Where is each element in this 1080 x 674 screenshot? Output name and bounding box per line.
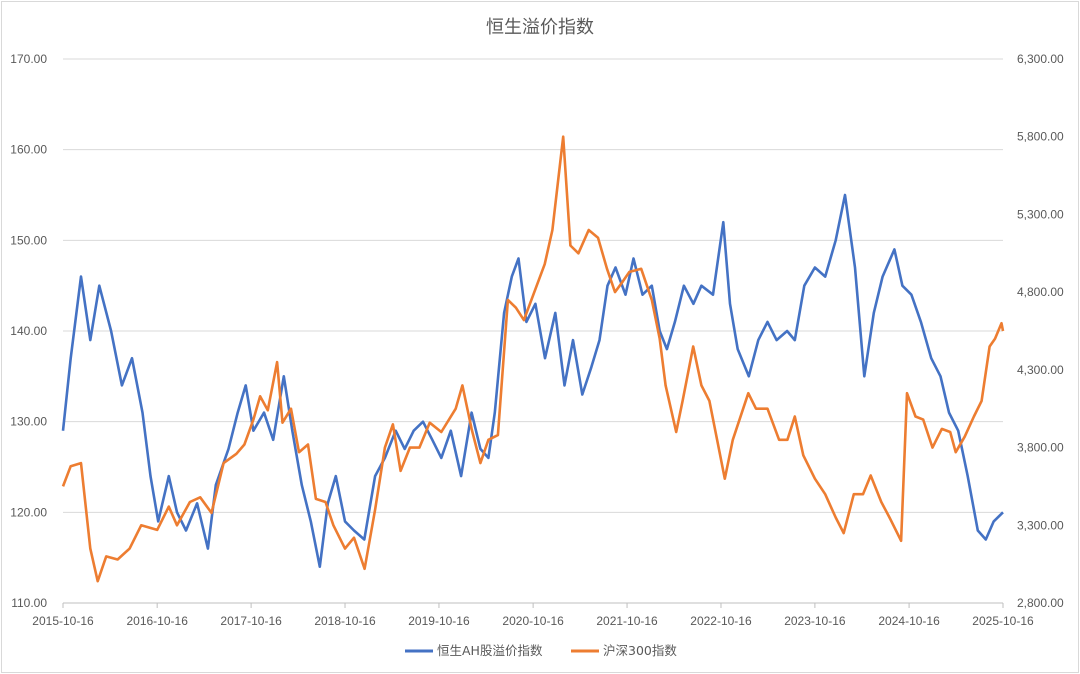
- y-right-tick-label: 4,300.00: [1017, 363, 1064, 377]
- x-tick-label: 2021-10-16: [596, 614, 658, 628]
- series-line-2: [61, 135, 1005, 583]
- x-tick-label: 2022-10-16: [690, 614, 752, 628]
- x-tick-label: 2023-10-16: [784, 614, 846, 628]
- y-right-tick-label: 3,800.00: [1017, 441, 1064, 455]
- series-line-1: [61, 193, 1004, 569]
- y-right-tick-label: 5,800.00: [1017, 130, 1064, 144]
- y-left-tick-label: 120.00: [10, 505, 47, 519]
- x-tick-label: 2020-10-16: [502, 614, 564, 628]
- y-left-tick-label: 150.00: [10, 233, 47, 247]
- y-left-tick-label: 130.00: [10, 415, 47, 429]
- y-right-tick-label: 2,800.00: [1017, 596, 1064, 610]
- x-tick-label: 2025-10-16: [972, 614, 1034, 628]
- y-right-tick-label: 3,300.00: [1017, 518, 1064, 532]
- x-tick-label: 2015-10-16: [32, 614, 94, 628]
- legend-label: 恒生AH股溢价指数: [437, 643, 543, 658]
- y-left-tick-label: 140.00: [10, 324, 47, 338]
- x-tick-label: 2019-10-16: [408, 614, 470, 628]
- x-tick-label: 2017-10-16: [220, 614, 282, 628]
- legend-label: 沪深300指数: [603, 643, 677, 658]
- x-tick-label: 2016-10-16: [126, 614, 188, 628]
- gridlines: [63, 58, 1003, 513]
- chart-title: 恒生溢价指数: [486, 17, 594, 38]
- series-lines: [61, 135, 1005, 583]
- x-axis: 2015-10-16 2016-10-16 2017-10-16 2018-10-16…: [32, 602, 1034, 628]
- legend: 恒生AH股溢价指数 沪深300指数: [405, 643, 677, 658]
- y-axis-right: 2,800.00 3,300.00 3,800.00 4,300.00 4,800.00…: [1017, 52, 1064, 610]
- y-left-tick-label: 110.00: [11, 596, 47, 610]
- x-tick-label: 2024-10-16: [878, 614, 940, 628]
- y-right-tick-label: 5,300.00: [1017, 207, 1064, 221]
- y-right-tick-label: 4,800.00: [1017, 285, 1064, 299]
- x-tick-label: 2018-10-16: [314, 614, 376, 628]
- y-left-tick-label: 170.00: [10, 52, 47, 66]
- y-right-tick-label: 6,300.00: [1017, 52, 1064, 66]
- y-axis-left: 110.00 120.00 130.00 140.00 150.00 160.00 170.…: [10, 52, 47, 610]
- y-left-tick-label: 160.00: [10, 143, 47, 157]
